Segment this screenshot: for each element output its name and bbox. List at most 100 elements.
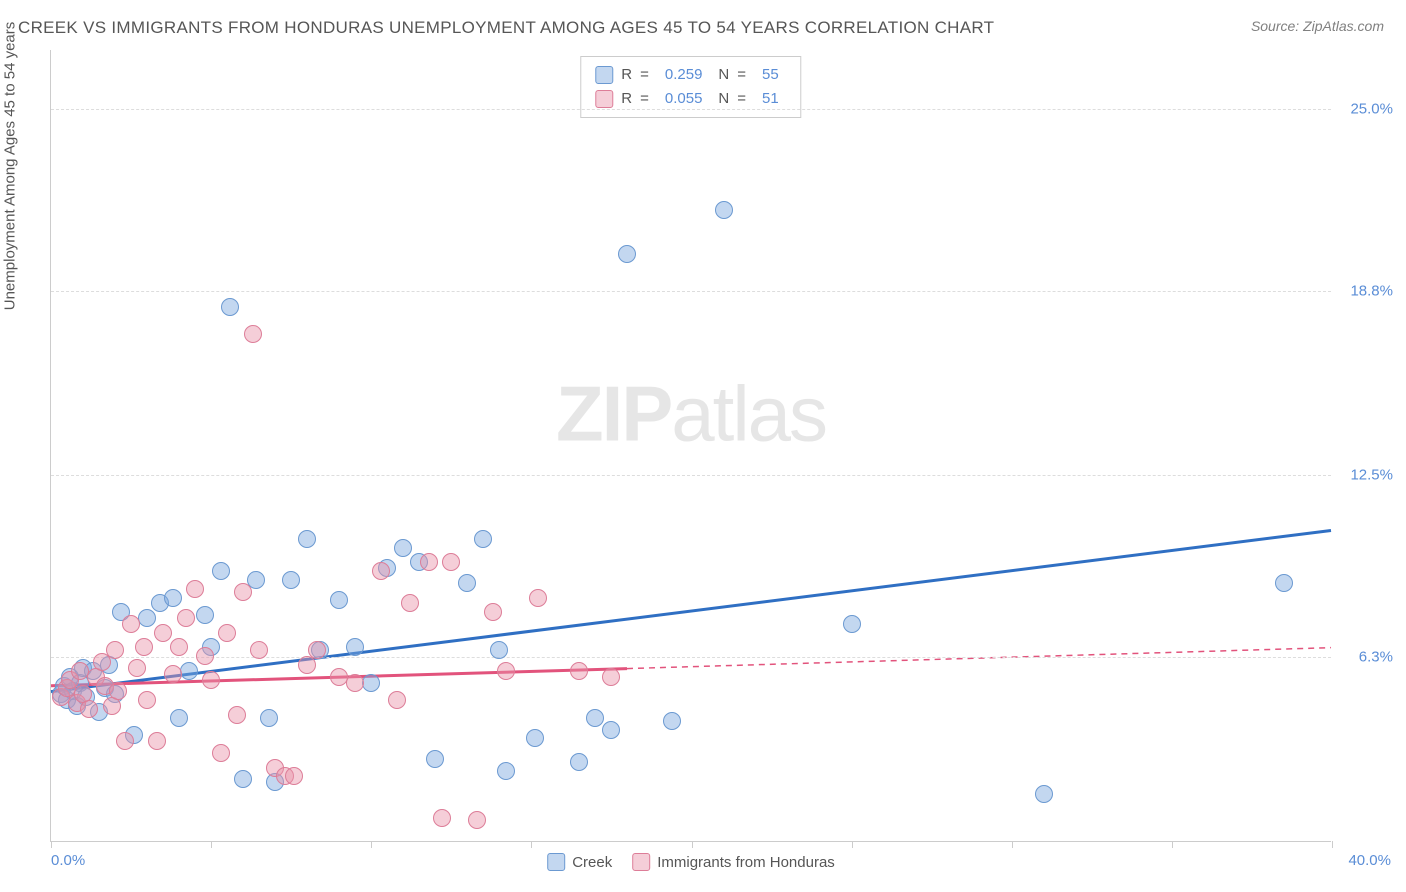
scatter-point — [458, 574, 476, 592]
xtick — [692, 841, 693, 848]
scatter-point — [170, 638, 188, 656]
legend-series-label: Immigrants from Honduras — [657, 854, 835, 871]
ytick-label: 6.3% — [1359, 649, 1393, 666]
xtick — [51, 841, 52, 848]
scatter-point — [221, 298, 239, 316]
xtick — [371, 841, 372, 848]
scatter-point — [420, 553, 438, 571]
legend-swatch — [547, 853, 565, 871]
scatter-point — [170, 709, 188, 727]
legend-series-label: Creek — [572, 854, 612, 871]
legend-eq: = — [737, 87, 746, 111]
legend-series-item: Creek — [547, 853, 612, 871]
xtick — [1332, 841, 1333, 848]
scatter-point — [106, 641, 124, 659]
scatter-point — [298, 530, 316, 548]
scatter-point — [282, 571, 300, 589]
scatter-point — [196, 606, 214, 624]
xtick — [1172, 841, 1173, 848]
scatter-point — [586, 709, 604, 727]
scatter-point — [228, 706, 246, 724]
scatter-point — [843, 615, 861, 633]
ytick-label: 18.8% — [1350, 282, 1393, 299]
scatter-point — [372, 562, 390, 580]
xtick — [852, 841, 853, 848]
scatter-point — [202, 671, 220, 689]
scatter-point — [122, 615, 140, 633]
legend-r-value: 0.259 — [665, 63, 703, 87]
scatter-point — [474, 530, 492, 548]
scatter-point — [186, 580, 204, 598]
scatter-point — [138, 691, 156, 709]
gridline — [51, 109, 1331, 110]
scatter-point — [529, 589, 547, 607]
xtick — [531, 841, 532, 848]
source-attribution: Source: ZipAtlas.com — [1251, 18, 1384, 34]
legend-n-value: 51 — [762, 87, 779, 111]
scatter-point — [148, 732, 166, 750]
scatter-point — [330, 591, 348, 609]
plot-area: ZIPatlas R=0.259N=55R=0.055N=51 CreekImm… — [50, 50, 1331, 842]
gridline — [51, 475, 1331, 476]
scatter-point — [138, 609, 156, 627]
legend-r-label: R — [621, 63, 632, 87]
scatter-point — [484, 603, 502, 621]
watermark-rest: atlas — [671, 369, 826, 457]
legend-eq: = — [640, 87, 649, 111]
legend-correlation-row: R=0.055N=51 — [595, 87, 786, 111]
scatter-point — [308, 641, 326, 659]
scatter-point — [218, 624, 236, 642]
legend-eq: = — [640, 63, 649, 87]
scatter-point — [180, 662, 198, 680]
legend-series-item: Immigrants from Honduras — [632, 853, 835, 871]
scatter-point — [570, 662, 588, 680]
xtick — [1012, 841, 1013, 848]
scatter-point — [154, 624, 172, 642]
ytick-label: 12.5% — [1350, 467, 1393, 484]
scatter-point — [128, 659, 146, 677]
scatter-point — [401, 594, 419, 612]
legend-n-label: N — [718, 63, 729, 87]
scatter-point — [164, 665, 182, 683]
scatter-point — [497, 662, 515, 680]
scatter-point — [234, 770, 252, 788]
scatter-point — [196, 647, 214, 665]
legend-r-label: R — [621, 87, 632, 111]
legend-eq: = — [737, 63, 746, 87]
scatter-point — [490, 641, 508, 659]
scatter-point — [164, 589, 182, 607]
trend-line — [51, 530, 1331, 691]
scatter-point — [468, 811, 486, 829]
ytick-label: 25.0% — [1350, 100, 1393, 117]
scatter-point — [602, 721, 620, 739]
scatter-point — [526, 729, 544, 747]
scatter-point — [442, 553, 460, 571]
y-axis-label: Unemployment Among Ages 45 to 54 years — [2, 22, 19, 311]
scatter-point — [362, 674, 380, 692]
scatter-point — [80, 700, 98, 718]
legend-swatch — [632, 853, 650, 871]
chart-title: CREEK VS IMMIGRANTS FROM HONDURAS UNEMPL… — [18, 18, 994, 38]
scatter-point — [1035, 785, 1053, 803]
scatter-point — [497, 762, 515, 780]
scatter-point — [244, 325, 262, 343]
legend-n-value: 55 — [762, 63, 779, 87]
legend-swatch — [595, 90, 613, 108]
legend-swatch — [595, 66, 613, 84]
watermark: ZIPatlas — [556, 368, 826, 459]
watermark-bold: ZIP — [556, 369, 671, 457]
scatter-point — [346, 638, 364, 656]
scatter-point — [212, 562, 230, 580]
x-axis-min-label: 0.0% — [51, 852, 85, 869]
xtick — [211, 841, 212, 848]
legend-n-label: N — [718, 87, 729, 111]
scatter-point — [602, 668, 620, 686]
scatter-point — [285, 767, 303, 785]
scatter-point — [433, 809, 451, 827]
scatter-point — [1275, 574, 1293, 592]
trend-lines — [51, 50, 1331, 841]
scatter-point — [663, 712, 681, 730]
scatter-point — [177, 609, 195, 627]
scatter-point — [426, 750, 444, 768]
scatter-point — [388, 691, 406, 709]
